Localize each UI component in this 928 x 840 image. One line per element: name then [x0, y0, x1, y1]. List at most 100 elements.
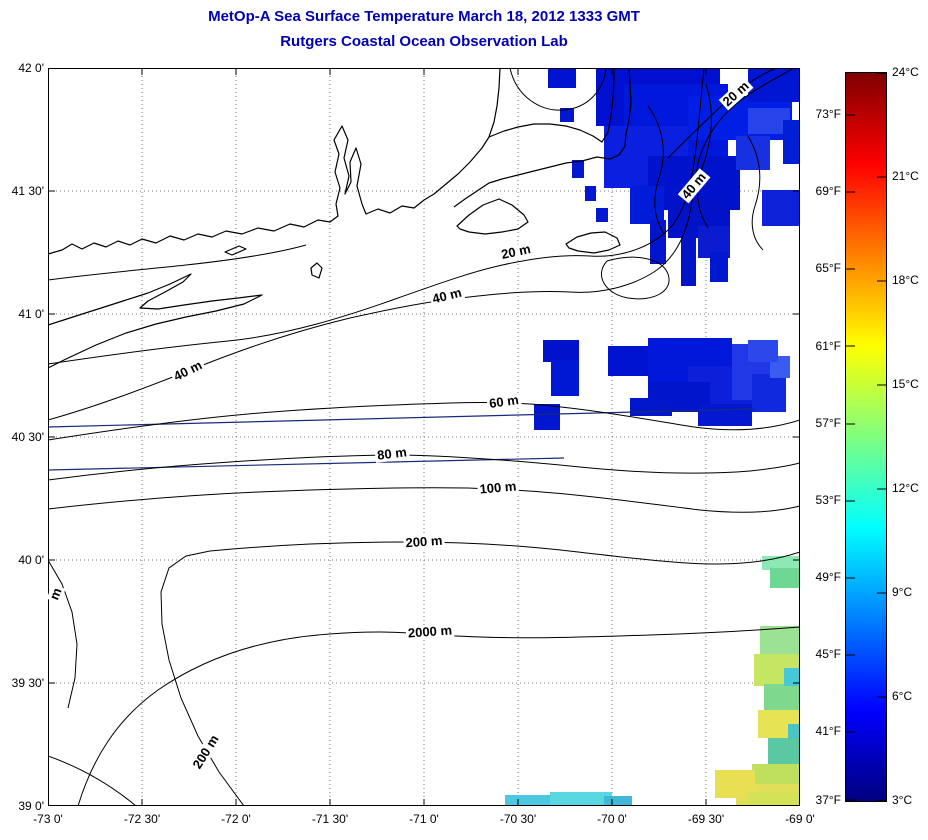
colorbar-fahrenheit-label: 49°F: [815, 570, 841, 584]
sst-pixel: [534, 404, 560, 430]
contour-capecod-bay-20m: [509, 68, 607, 111]
coast-marthas-vineyard: [456, 198, 529, 235]
x-tick-label: -73 0': [33, 812, 63, 826]
sst-pixel: [762, 556, 800, 570]
x-tick-label: -71 0': [409, 812, 439, 826]
contour-left-partial: [48, 559, 78, 709]
sst-pixel: [764, 684, 800, 712]
colorbar-fahrenheit-label: 45°F: [815, 647, 841, 661]
colorbar-celsius-label: 21°C: [892, 169, 919, 183]
sst-pixel: [762, 190, 800, 226]
contour-shoals-loop: [601, 256, 670, 300]
coast-long-island: [48, 273, 263, 369]
axis-ticks-y: [48, 68, 800, 806]
sst-pixel: [710, 252, 728, 282]
contour-gulf-squiggle-3: [747, 135, 764, 251]
colorbar-celsius-label: 18°C: [892, 273, 919, 287]
colorbar-fahrenheit-label: 57°F: [815, 416, 841, 430]
colorbar-celsius-label: 24°C: [892, 65, 919, 79]
sst-pixels: [505, 68, 800, 805]
sst-pixel: [681, 234, 696, 286]
contour-label-200m: 200 m: [403, 532, 445, 551]
colorbar-gradient: [846, 73, 886, 801]
colorbar-fahrenheit-label: 41°F: [815, 724, 841, 738]
transect-line: [48, 408, 755, 428]
coast-capecod-oceanside: [453, 68, 632, 208]
sst-pixel: [736, 136, 770, 170]
contour-deep-sw: [48, 755, 137, 806]
transect-lines: [48, 408, 755, 471]
sst-pixel: [560, 108, 574, 122]
y-tick-label: 39 0': [18, 799, 44, 813]
sst-pixel: [543, 340, 579, 362]
y-tick-label: 39 30': [11, 676, 44, 690]
x-tick-label: -69 30': [687, 812, 725, 826]
colorbar-fahrenheit-label: 61°F: [815, 339, 841, 353]
coast-fishers-island: [224, 245, 247, 256]
x-tick-label: -72 0': [221, 812, 251, 826]
y-tick-label: 40 0': [18, 553, 44, 567]
contour-gulf-squiggle-2: [697, 83, 712, 229]
contour-200m: [160, 541, 800, 806]
sst-pixel: [768, 738, 800, 766]
contour-40m: [48, 68, 795, 421]
colorbar-ticks: [846, 73, 886, 801]
x-tick-label: -71 30': [311, 812, 349, 826]
contour-60m: [48, 401, 800, 441]
sst-pixel: [550, 792, 612, 805]
sst-pixel: [748, 792, 800, 805]
coast-mainland: [48, 68, 501, 255]
y-tick-label: 40 30': [11, 430, 44, 444]
sst-pixel: [760, 626, 800, 656]
sst-pixel: [630, 398, 672, 416]
x-tick-label: -70 0': [597, 812, 627, 826]
y-tick-label: 41 0': [18, 307, 44, 321]
sst-pixel: [585, 186, 596, 201]
sst-pixel: [551, 360, 579, 396]
sst-pixel: [770, 568, 800, 588]
sst-pixel: [788, 724, 800, 738]
sst-pixel: [698, 404, 752, 426]
coast-capecod-bayside: [488, 68, 615, 143]
sst-pixel: [752, 374, 786, 412]
colorbar-celsius-label: 9°C: [892, 585, 913, 599]
axis-ticks-x: [48, 68, 800, 806]
figure-title: MetOp-A Sea Surface Temperature March 18…: [208, 8, 640, 25]
sst-pixel: [548, 68, 576, 88]
axes-box: [48, 68, 800, 806]
sst-pixel: [748, 68, 800, 102]
colorbar-celsius-label: 3°C: [892, 793, 913, 807]
transect-line: [48, 457, 565, 471]
colorbar-fahrenheit-label: 73°F: [815, 107, 841, 121]
coast-nantucket: [565, 231, 621, 254]
sst-pixel: [784, 668, 800, 686]
x-tick-label: -70 30': [499, 812, 537, 826]
colorbar-celsius-label: 6°C: [892, 689, 913, 703]
colorbar-fahrenheit-label: 65°F: [815, 261, 841, 275]
colorbar-fahrenheit-label: 53°F: [815, 493, 841, 507]
sst-pixel: [630, 186, 664, 224]
colorbar-fahrenheit-label: 37°F: [815, 793, 841, 807]
coast-block-island: [310, 262, 323, 279]
sst-pixel: [783, 120, 800, 164]
y-tick-label: 42 0': [18, 61, 44, 75]
x-tick-label: -69 0': [785, 812, 815, 826]
contour-80m: [48, 454, 800, 481]
colorbar-celsius-label: 15°C: [892, 377, 919, 391]
sst-pixel: [604, 796, 632, 805]
colorbar-celsius-label: 12°C: [892, 481, 919, 495]
colorbar: [845, 72, 887, 802]
sst-pixel: [596, 208, 608, 222]
figure-subtitle: Rutgers Coastal Ocean Observation Lab: [280, 33, 568, 50]
grid-lines: [48, 68, 800, 806]
sst-pixel: [748, 340, 778, 362]
map-plot: 20 m 40 m 20 m 40 m 40 m 60 m 80 m 100 m…: [48, 68, 800, 806]
sst-pixel: [572, 160, 584, 178]
y-tick-label: 41 30': [11, 184, 44, 198]
colorbar-ticks-celsius: [877, 73, 886, 801]
colorbar-ticks-fahrenheit: [846, 114, 855, 801]
map-canvas: [48, 68, 800, 806]
colorbar-fahrenheit-label: 69°F: [815, 184, 841, 198]
x-tick-label: -72 30': [123, 812, 161, 826]
